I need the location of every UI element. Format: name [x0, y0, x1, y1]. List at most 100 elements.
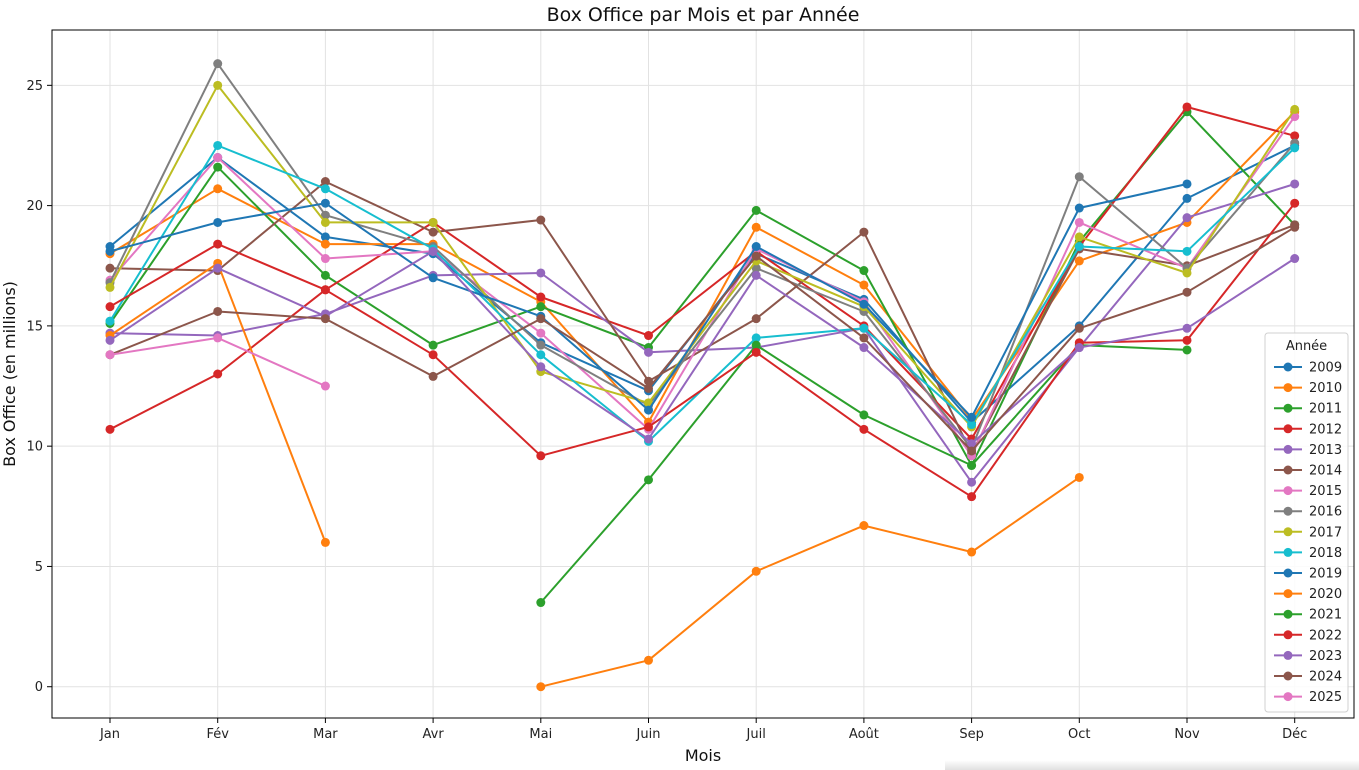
data-point: [428, 340, 438, 350]
x-tick-label: Nov: [1174, 727, 1200, 742]
legend-entry: 2015: [1274, 484, 1342, 499]
data-point: [859, 299, 869, 309]
series-line: [109, 110, 1296, 467]
legend-marker: [1283, 671, 1293, 681]
data-point: [859, 343, 869, 353]
legend-marker: [1283, 424, 1293, 434]
data-point: [1290, 104, 1300, 114]
data-point: [320, 285, 330, 295]
data-point: [320, 381, 330, 391]
data-point: [320, 270, 330, 280]
data-point: [105, 316, 115, 326]
data-point: [1182, 345, 1192, 355]
data-point: [859, 424, 869, 434]
chart-title: Box Office par Mois et par Année: [547, 4, 860, 26]
data-point: [320, 537, 330, 547]
legend-marker: [1283, 568, 1293, 578]
legend-label: 2013: [1309, 443, 1342, 458]
data-point: [751, 242, 761, 252]
series-2011: [105, 107, 1300, 470]
data-point: [751, 314, 761, 324]
y-tick-label: 10: [26, 440, 43, 455]
series-line: [109, 62, 1296, 450]
data-point: [536, 451, 546, 461]
legend-entry: 2019: [1274, 567, 1342, 582]
legend-marker: [1283, 465, 1293, 475]
data-point: [536, 268, 546, 278]
data-point: [1074, 203, 1084, 213]
data-point: [967, 460, 977, 470]
legend-label: 2014: [1309, 464, 1342, 479]
data-point: [428, 246, 438, 256]
legend-label: 2012: [1309, 422, 1342, 437]
x-tick-label: Sep: [959, 727, 984, 742]
legend-entry: 2016: [1274, 505, 1342, 520]
data-point: [213, 369, 223, 379]
data-point: [320, 232, 330, 242]
legend-label: 2021: [1309, 608, 1342, 623]
y-axis-title: Box Office (en millions): [0, 281, 19, 467]
data-point: [536, 302, 546, 312]
data-point: [105, 263, 115, 273]
series-2020: [105, 258, 1084, 692]
data-point: [751, 222, 761, 232]
legend-marker: [1283, 527, 1293, 537]
data-point: [320, 184, 330, 194]
x-tick-label: Mar: [313, 727, 338, 742]
legend-marker: [1283, 630, 1293, 640]
legend-label: 2019: [1309, 567, 1342, 582]
legend-label: 2015: [1309, 484, 1342, 499]
data-point: [644, 347, 653, 357]
legend-label: 2022: [1309, 628, 1342, 643]
data-point: [751, 566, 761, 576]
x-tick-label: Oct: [1068, 727, 1090, 742]
data-point: [859, 333, 869, 343]
data-point: [859, 280, 869, 290]
data-point: [1182, 323, 1192, 333]
data-point: [751, 347, 761, 357]
series-line: [109, 111, 1296, 424]
data-point: [213, 333, 223, 343]
series-line: [109, 144, 1296, 424]
data-point: [644, 475, 653, 485]
data-point: [536, 328, 546, 338]
x-tick-label: Mai: [529, 727, 552, 742]
series-lines: [105, 59, 1300, 692]
data-point: [320, 177, 330, 187]
data-point: [213, 306, 223, 316]
legend-marker: [1283, 403, 1293, 413]
data-point: [967, 412, 977, 422]
data-point: [751, 263, 761, 273]
data-point: [644, 434, 653, 444]
series-2015: [105, 112, 1300, 461]
legend: Année 2009 2010 2011 2012 2013 2014 2015 2016 201…: [1264, 332, 1349, 713]
x-tick-label: Juil: [746, 727, 766, 742]
data-point: [1182, 287, 1192, 297]
legend-marker: [1283, 444, 1293, 454]
data-point: [536, 314, 546, 324]
data-point: [536, 598, 546, 608]
data-point: [859, 410, 869, 420]
data-point: [213, 217, 223, 227]
data-point: [1182, 246, 1192, 256]
series-line: [109, 84, 1296, 428]
data-point: [105, 282, 115, 292]
y-tick-label: 0: [35, 680, 43, 695]
data-point: [967, 446, 977, 456]
data-point: [320, 217, 330, 227]
data-point: [320, 254, 330, 264]
x-axis-title: Mois: [685, 746, 721, 765]
data-point: [105, 335, 115, 345]
data-point: [644, 376, 653, 386]
x-tick-label: Fév: [206, 727, 229, 742]
data-point: [1074, 242, 1084, 252]
legend-entry: 2023: [1274, 649, 1342, 664]
data-point: [213, 162, 223, 172]
data-point: [105, 424, 115, 434]
legend-entry: 2020: [1274, 587, 1342, 602]
legend-marker: [1283, 547, 1293, 557]
data-point: [536, 215, 546, 225]
data-point: [751, 251, 761, 261]
legend-label: 2023: [1309, 649, 1342, 664]
y-tick-label: 25: [26, 79, 43, 94]
